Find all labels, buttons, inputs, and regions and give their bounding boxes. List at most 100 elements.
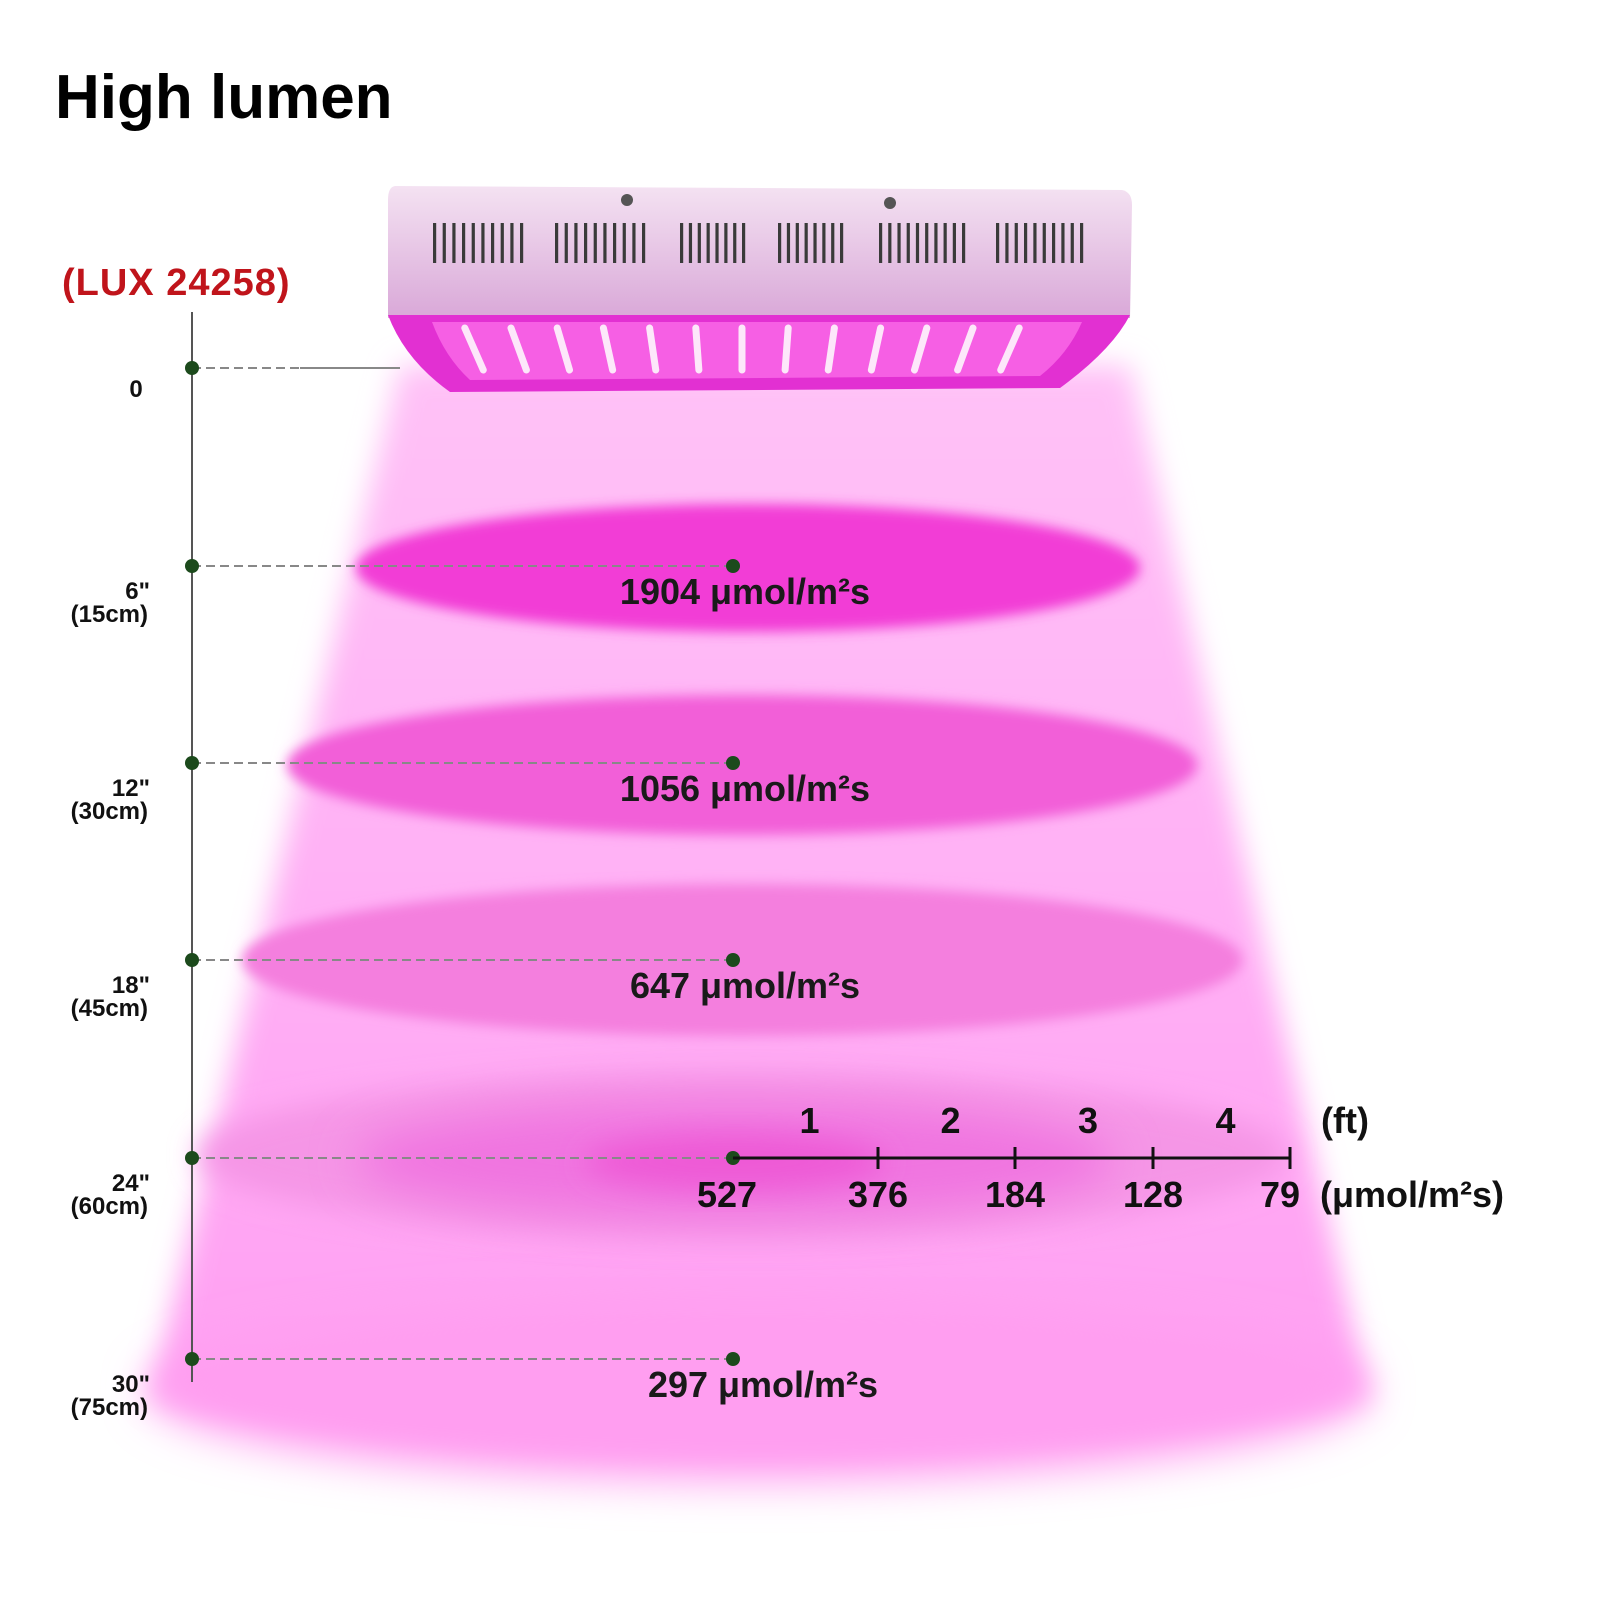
vent-slot [1024,223,1028,263]
light-pool-bottom [148,1300,1368,1480]
vent-slot [715,223,719,263]
led-diode [646,324,660,374]
height-label-inches: 0 [129,376,142,403]
vent-slot [962,223,966,263]
spread-ppfd-value: 128 [1123,1174,1183,1215]
height-axis-tick [185,559,199,573]
height-label-inches: 12" [112,775,150,802]
height-label-cm: (45cm) [71,995,148,1022]
spread-ft-unit: (ft) [1321,1100,1369,1141]
led-array [461,324,1023,374]
hanging-screw-right [884,197,896,209]
led-diode [461,324,487,374]
spread-ft-label: 2 [940,1100,960,1141]
led-diode [692,324,703,374]
spread-ft-label: 1 [799,1100,819,1141]
vent-slot [888,223,892,263]
vent-slot [706,223,710,263]
vent-slot [481,223,485,263]
vent-slot [897,223,901,263]
led-diode [781,324,792,374]
height-label-inches: 18" [112,972,150,999]
vent-slot [442,223,446,263]
ppfd-label: 297 μmol/m²s [648,1364,878,1405]
vent-slot [520,223,524,263]
vent-slot [433,223,437,263]
vent-slot [555,223,559,263]
light-spot-6in [356,504,1140,632]
height-label-inches: 30" [112,1371,150,1398]
height-label-inches: 24" [112,1170,150,1197]
led-diode [954,324,977,374]
height-axis-tick [185,1352,199,1366]
vent-slot [452,223,456,263]
ppfd-label: 1904 μmol/m²s [620,571,870,612]
led-diode [553,324,574,374]
height-axis-tick [185,953,199,967]
vent-slot [688,223,693,263]
height-axis-tick [185,756,199,770]
ppfd-label: 647 μmol/m²s [630,965,860,1006]
vent-slot [813,223,817,263]
vent-slot [462,223,466,263]
page-title: High lumen [55,63,393,132]
vent-slot [742,223,746,263]
led-grow-light-panel-icon [388,186,1132,392]
lux-label: (LUX 24258) [62,262,291,304]
height-label-cm: (60cm) [71,1193,148,1220]
vent-slot [915,223,920,263]
height-label-cm: (15cm) [71,601,148,628]
vent-slot [1052,223,1056,263]
spread-ft-label: 3 [1078,1100,1098,1141]
led-diode [997,324,1023,374]
vent-slot [943,223,947,263]
spread-ppfd-value: 79 [1260,1174,1300,1215]
vent-slot [510,223,514,263]
spread-ppfd-value: 376 [848,1174,908,1215]
vent-slot [613,223,617,263]
vent-slot [1005,223,1009,263]
led-diode [599,324,617,374]
spread-ft-label: 4 [1215,1100,1235,1141]
vent-slots [433,223,1084,263]
vent-slot [925,223,929,263]
vent-slot [1061,223,1065,263]
led-diode [910,324,931,374]
led-diode [824,324,838,374]
vent-slot [1070,223,1074,263]
vent-slot [1033,223,1037,263]
hanging-screw-left [621,194,633,206]
light-spot-12in [287,695,1197,835]
vent-slot [584,223,588,263]
vent-slot [471,223,475,263]
led-diode [507,324,530,374]
vent-slot [622,223,626,263]
center-marker [726,953,740,967]
height-label-cm: (75cm) [71,1394,148,1421]
vent-slot [680,223,684,263]
center-marker [726,1352,740,1366]
vent-slot [840,223,844,263]
vent-slot [1080,223,1084,263]
vent-slot [795,223,799,263]
vent-slot [697,223,701,263]
height-label-cm: (30cm) [71,798,148,825]
spread-ppfd-unit: (μmol/m²s) [1320,1174,1504,1215]
vent-slot [952,223,956,263]
vent-slot [500,223,504,263]
vent-slot [778,223,782,263]
vent-slot [593,223,597,263]
vent-slot [804,223,808,263]
vent-slot [1014,223,1018,263]
height-axis-tick [185,361,199,375]
vent-slot [724,223,728,263]
vent-slot [733,223,737,263]
vent-slot [1042,223,1046,263]
vent-slot [906,223,910,263]
height-label-inches: 6" [125,578,150,605]
light-spot-18in [242,884,1242,1036]
vent-slot [786,223,791,263]
vent-slot [879,223,883,263]
vent-slot [642,223,646,263]
